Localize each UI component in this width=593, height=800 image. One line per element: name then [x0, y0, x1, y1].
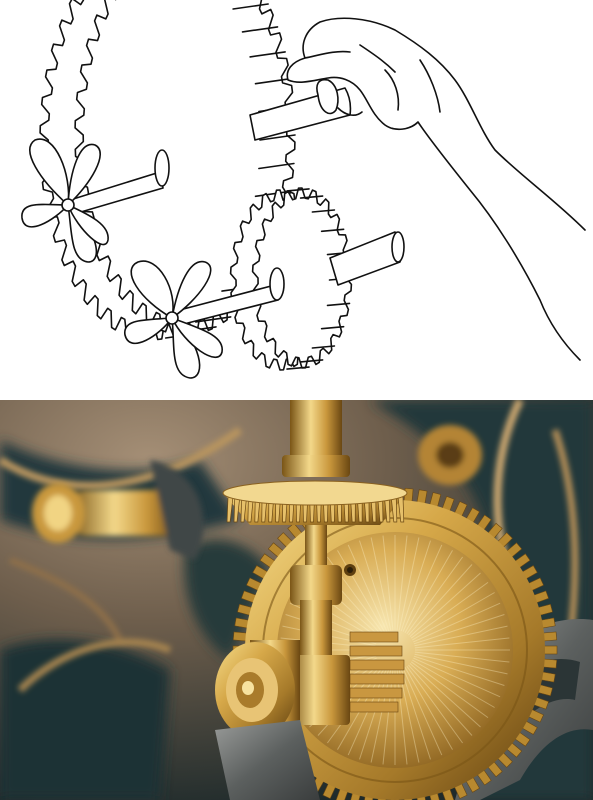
- gear-sketch: [21, 0, 586, 379]
- center-pinion: [290, 525, 405, 725]
- left-brass-knob: [32, 460, 204, 560]
- steel-bracket: [215, 720, 320, 800]
- sketch-panel: [0, 0, 593, 393]
- clock-gears-photo: [0, 400, 593, 800]
- small-gear: [229, 187, 353, 371]
- bevel-gear: [222, 480, 408, 525]
- front-brass-knob: [215, 640, 300, 745]
- hand: [286, 17, 586, 361]
- lower-propeller: [124, 260, 223, 379]
- left-propeller: [21, 138, 109, 263]
- brass-bolt: [418, 425, 482, 485]
- photo-panel: [0, 400, 593, 800]
- lower-right-shaft: [329, 231, 405, 286]
- vertical-brass-shaft: [282, 400, 350, 477]
